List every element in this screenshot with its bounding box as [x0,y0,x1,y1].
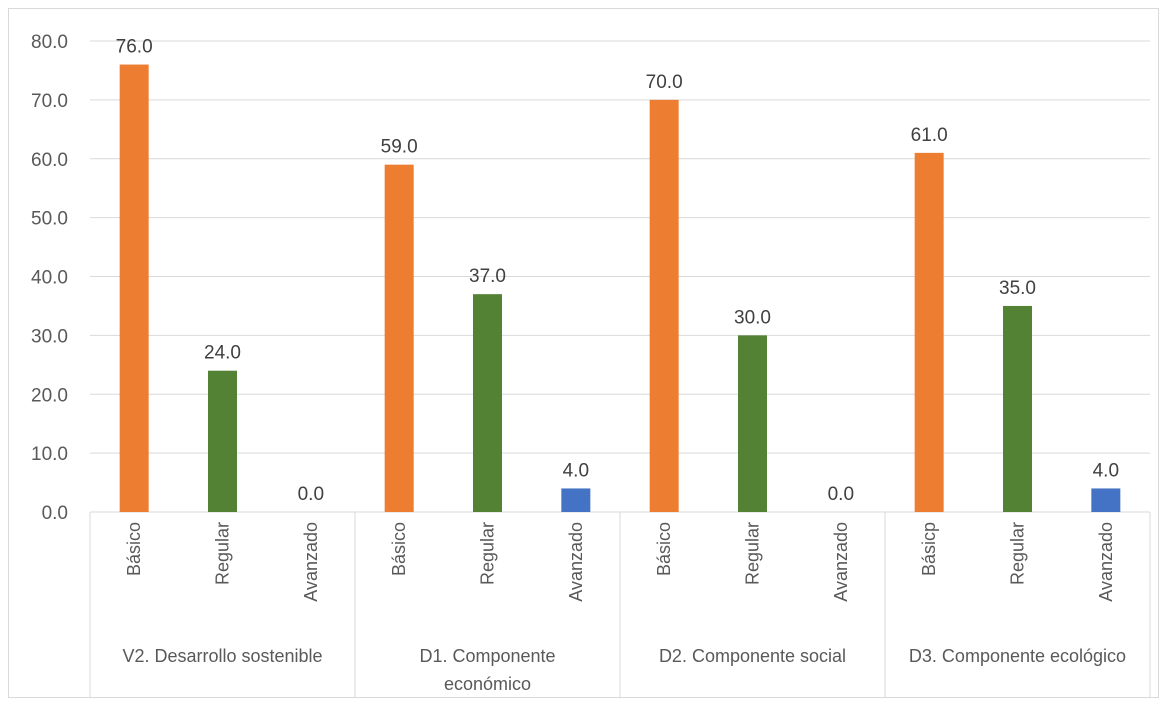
category-label: Regular [213,522,233,585]
data-label: 61.0 [911,125,948,146]
y-tick-label: 0.0 [42,503,68,524]
data-label: 24.0 [204,343,241,364]
y-tick-label: 70.0 [31,91,68,112]
data-label: 4.0 [1093,460,1119,481]
group-label: económico [444,674,531,694]
category-label: Básico [389,522,409,576]
category-label: Regular [743,522,763,585]
data-label: 76.0 [116,37,153,58]
category-label: Básicp [919,522,939,576]
bar [208,370,237,512]
y-tick-label: 10.0 [31,444,68,465]
y-tick-label: 80.0 [31,32,68,53]
data-label: 30.0 [734,307,771,328]
data-label: 37.0 [469,266,506,287]
data-label: 4.0 [563,460,589,481]
bar [649,99,679,512]
category-label: Regular [478,522,498,585]
bar [738,335,767,512]
y-tick-label: 60.0 [31,150,68,171]
bar [561,488,591,512]
group-label: D2. Componente social [659,646,846,666]
data-label: 35.0 [999,278,1036,299]
category-label: Avanzado [1096,522,1116,602]
group-label: D3. Componente ecológico [909,646,1126,666]
group-label: D1. Componente [419,646,555,666]
category-label: Avanzado [566,522,586,602]
chart-frame [8,8,1159,698]
bar [1091,488,1121,512]
bar [119,64,149,513]
data-label: 0.0 [298,484,324,505]
category-label: Avanzado [831,522,851,602]
y-tick-label: 50.0 [31,209,68,230]
data-label: 59.0 [381,137,418,158]
bar [914,152,944,513]
group-label: V2. Desarrollo sostenible [122,646,322,666]
category-label: Regular [1008,522,1028,585]
bar [473,294,502,512]
y-tick-label: 20.0 [31,385,68,406]
y-tick-label: 30.0 [31,326,68,347]
category-label: Básico [654,522,674,576]
category-label: Básico [124,522,144,576]
y-tick-label: 40.0 [31,268,68,289]
bar [1003,305,1032,512]
data-label: 70.0 [646,72,683,93]
category-label: Avanzado [301,522,321,602]
data-label: 0.0 [828,484,854,505]
bar [384,164,414,512]
